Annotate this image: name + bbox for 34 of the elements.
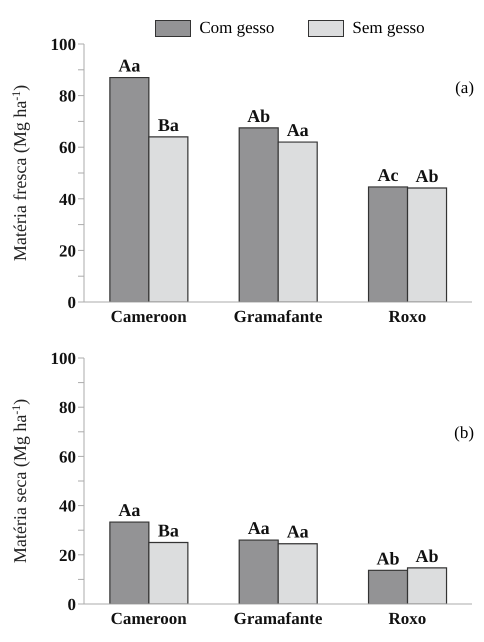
x-tick-label: Roxo (388, 609, 426, 628)
legend-label: Sem gesso (352, 18, 425, 38)
data-label: Aa (286, 120, 309, 140)
annotation: (b) (454, 423, 474, 443)
data-label: Ab (376, 548, 400, 568)
y-tick-label: 40 (59, 496, 76, 516)
data-label: Ab (416, 546, 439, 566)
data-label: Ba (158, 520, 179, 540)
y-tick-label: 80 (59, 398, 76, 418)
y-tick-label: 40 (59, 190, 76, 209)
y-tick-label: 0 (68, 595, 76, 614)
y-tick-label: 60 (59, 138, 76, 158)
y-tick-label: 0 (68, 293, 76, 312)
x-tick-label: Cameroon (110, 609, 188, 628)
data-label: Ac (378, 164, 399, 185)
y-tick-label: 100 (50, 35, 76, 54)
data-label: Aa (118, 500, 140, 520)
data-label: Ba (158, 114, 179, 135)
x-tick-label: Gramafante (234, 307, 323, 326)
data-label: Ab (416, 166, 439, 186)
data-label: Ab (247, 106, 270, 126)
x-tick-label: Gramafante (234, 609, 323, 628)
y-tick-label: 20 (59, 546, 76, 565)
legend-label: Com gesso (199, 18, 274, 38)
y-tick-label: 20 (59, 241, 76, 260)
data-label: Aa (118, 56, 140, 76)
y-tick-label: 100 (50, 349, 76, 368)
data-label: Aa (286, 522, 309, 542)
x-tick-label: Roxo (388, 307, 426, 326)
y-tick-label: 80 (59, 86, 76, 106)
x-tick-label: Cameroon (110, 307, 188, 326)
annotation: (a) (455, 78, 474, 98)
data-label: Aa (248, 518, 270, 538)
y-tick-label: 60 (59, 447, 76, 466)
